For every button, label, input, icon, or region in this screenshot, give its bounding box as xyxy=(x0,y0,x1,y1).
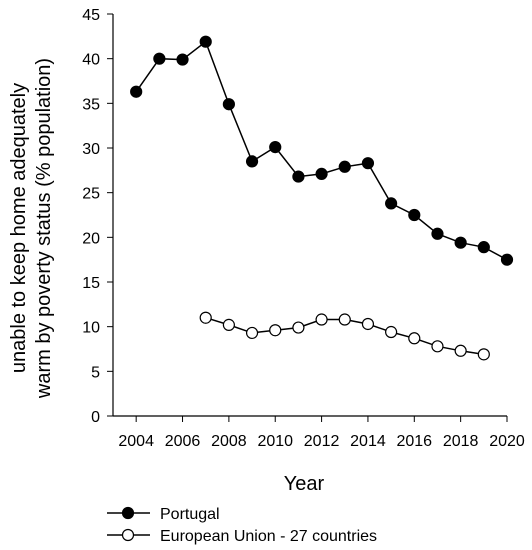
data-point xyxy=(245,326,259,340)
data-point xyxy=(315,167,328,181)
series-line xyxy=(135,40,508,261)
data-point xyxy=(338,313,351,326)
y-tick-label: 15 xyxy=(82,275,100,292)
data-point xyxy=(385,325,398,339)
series-layer xyxy=(130,35,514,361)
data-point xyxy=(222,98,235,111)
data-point xyxy=(431,340,444,353)
y-tick-label: 0 xyxy=(91,409,100,426)
y-tick-label: 25 xyxy=(82,186,100,203)
y-tick-label: 5 xyxy=(91,364,100,381)
data-point xyxy=(269,141,282,154)
legend-label: Portugal xyxy=(160,506,220,523)
data-point xyxy=(245,155,259,168)
x-axis-title: Year xyxy=(284,473,325,495)
data-point xyxy=(153,52,166,65)
x-tick-label: 2014 xyxy=(350,433,386,450)
legend: Portugal European Union - 27 countries xyxy=(107,506,377,545)
data-point xyxy=(361,157,375,170)
data-point xyxy=(500,253,514,266)
y-axis-title-line-1: unable to keep home adequately xyxy=(8,83,30,373)
data-point xyxy=(222,318,235,331)
x-tick-label: 2010 xyxy=(257,433,293,450)
data-point xyxy=(315,313,328,326)
data-point xyxy=(454,236,467,249)
y-axis-title-line-2: warm by poverty status (% population) xyxy=(33,58,55,399)
data-point xyxy=(454,344,467,357)
x-tick-label: 2006 xyxy=(165,433,201,450)
data-point xyxy=(338,160,351,173)
y-tick-label: 10 xyxy=(82,320,100,337)
x-tick-label: 2016 xyxy=(396,433,432,450)
series-1 xyxy=(130,35,514,266)
x-tick-label: 2004 xyxy=(118,433,154,450)
data-point xyxy=(361,317,375,331)
data-point xyxy=(477,241,490,254)
legend-item-2: European Union - 27 countries xyxy=(107,528,377,545)
x-tick-label: 2008 xyxy=(211,433,247,450)
data-point xyxy=(269,324,282,337)
data-point xyxy=(477,348,490,361)
legend-item-1: Portugal xyxy=(107,506,220,523)
data-point xyxy=(292,170,305,183)
y-tick-label: 40 xyxy=(82,52,100,69)
y-tick-label: 30 xyxy=(82,141,100,158)
data-point xyxy=(130,85,143,98)
y-tick-label: 45 xyxy=(82,7,100,24)
data-point xyxy=(431,227,444,240)
legend-label: European Union - 27 countries xyxy=(160,528,377,545)
x-tick-label: 2012 xyxy=(304,433,340,450)
x-tick-label: 2018 xyxy=(443,433,479,450)
data-point xyxy=(176,53,189,66)
data-point xyxy=(199,35,212,48)
data-point xyxy=(199,311,212,324)
data-point xyxy=(408,208,421,222)
data-point xyxy=(385,197,398,210)
series-2 xyxy=(199,311,490,361)
data-point xyxy=(292,321,305,334)
y-tick-label: 35 xyxy=(82,96,100,113)
x-tick-label: 2020 xyxy=(489,433,525,450)
legend-marker xyxy=(121,506,135,520)
legend-marker xyxy=(121,528,135,542)
y-tick-label: 20 xyxy=(82,230,100,247)
axes: 0 5 10 15 20 25 30 35 40 45 2004 2006 2008 2010 2012 20… xyxy=(8,7,525,495)
data-point xyxy=(408,332,421,345)
